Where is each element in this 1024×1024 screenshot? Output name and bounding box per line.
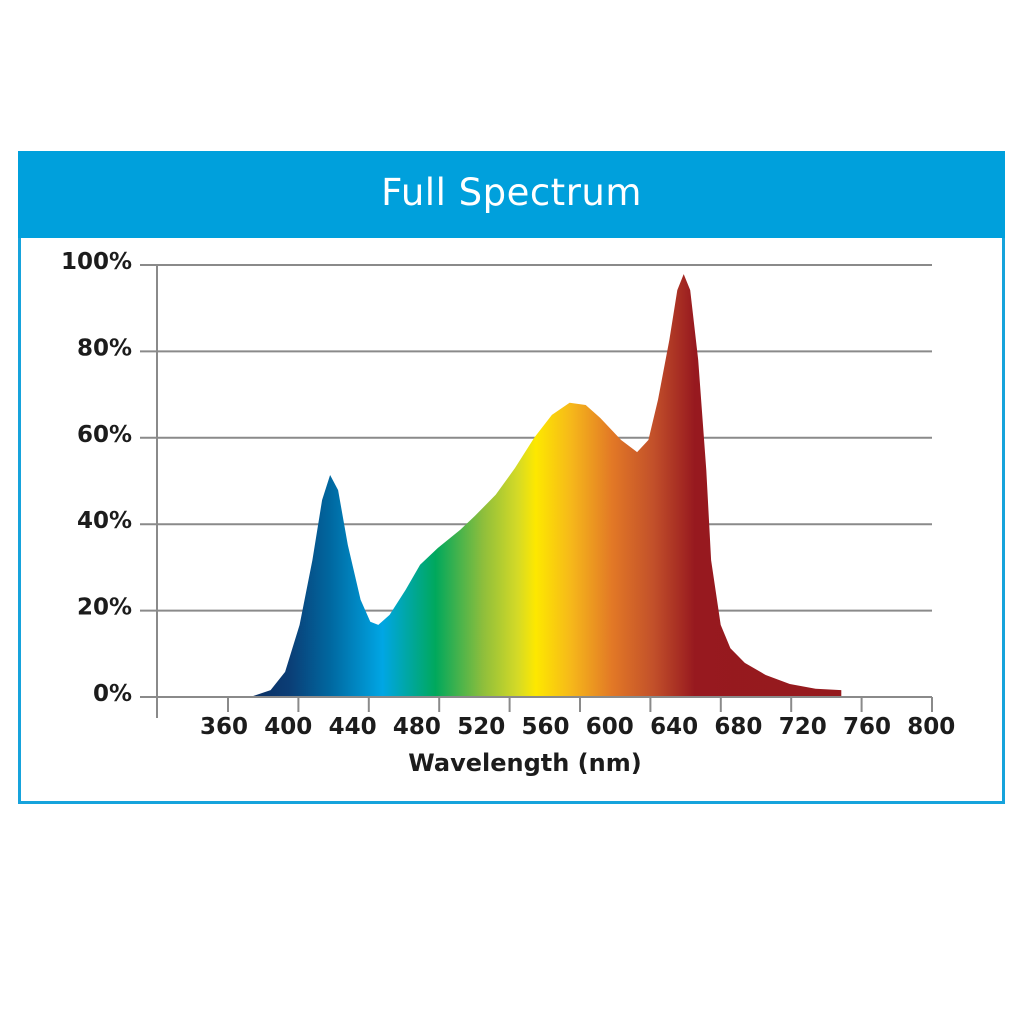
spectrum-area <box>249 274 842 697</box>
x-tick-label: 640 <box>650 714 698 740</box>
y-tick-label: 20% <box>77 595 132 621</box>
x-tick-label: 440 <box>329 714 377 740</box>
x-tick-label: 720 <box>779 714 827 740</box>
y-tick-label: 0% <box>93 681 132 707</box>
x-axis-labels: 360 400 440 480 520 560 600 640 680 720 760 800 <box>200 714 955 740</box>
y-tick-label: 40% <box>77 508 132 534</box>
axes <box>140 265 933 718</box>
x-tick-label: 760 <box>843 714 891 740</box>
x-tick-label: 600 <box>586 714 634 740</box>
y-tick-label: 60% <box>77 422 132 448</box>
x-tick-label: 400 <box>264 714 312 740</box>
x-tick-label: 520 <box>457 714 505 740</box>
x-tick-label: 480 <box>393 714 441 740</box>
y-tick-label: 80% <box>77 335 132 361</box>
chart-header: Full Spectrum <box>18 151 1005 238</box>
chart-title: Full Spectrum <box>381 171 642 214</box>
y-tick-label: 100% <box>61 249 132 275</box>
x-tick-label: 800 <box>907 714 955 740</box>
x-tick-label: 560 <box>521 714 569 740</box>
x-tick-label: 360 <box>200 714 248 740</box>
y-axis-labels: 0% 20% 40% 60% 80% 100% <box>61 249 132 707</box>
x-tick-label: 680 <box>714 714 762 740</box>
x-axis-title: Wavelength (nm) <box>408 749 641 777</box>
